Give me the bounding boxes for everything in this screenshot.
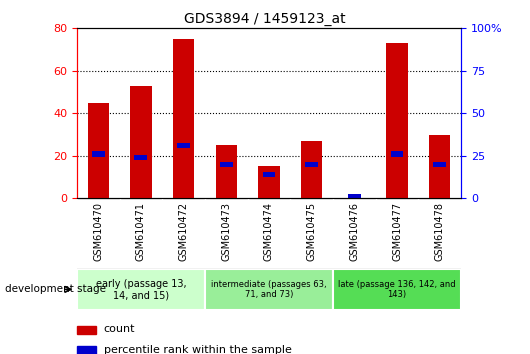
Bar [301, 141, 322, 198]
Bar [77, 326, 96, 334]
Bar [135, 155, 147, 160]
Bar [173, 39, 195, 198]
Bar [333, 269, 461, 310]
Text: GSM610474: GSM610474 [264, 202, 274, 261]
Text: count: count [104, 324, 135, 335]
Bar [305, 161, 318, 167]
Bar [216, 145, 237, 198]
Bar [386, 43, 408, 198]
Bar [434, 161, 446, 167]
Bar [429, 135, 450, 198]
Text: percentile rank within the sample: percentile rank within the sample [104, 345, 292, 354]
Text: GSM610471: GSM610471 [136, 202, 146, 261]
Bar [77, 269, 205, 310]
Text: GSM610475: GSM610475 [307, 202, 316, 261]
Bar [87, 103, 109, 198]
Text: GSM610473: GSM610473 [222, 202, 231, 261]
Bar [177, 143, 190, 148]
Bar [348, 194, 361, 199]
Text: late (passage 136, 142, and
143): late (passage 136, 142, and 143) [338, 280, 456, 299]
Bar [258, 166, 280, 198]
Text: development stage: development stage [5, 284, 107, 295]
Text: intermediate (passages 63,
71, and 73): intermediate (passages 63, 71, and 73) [211, 280, 327, 299]
Bar [262, 172, 276, 177]
Text: GSM610477: GSM610477 [392, 202, 402, 261]
Bar [130, 86, 152, 198]
Text: early (passage 13,
14, and 15): early (passage 13, 14, and 15) [95, 279, 186, 300]
Text: GSM610472: GSM610472 [179, 202, 189, 261]
Bar [205, 269, 333, 310]
Text: GSM610470: GSM610470 [93, 202, 103, 261]
Bar [391, 152, 403, 157]
Text: GSM610478: GSM610478 [435, 202, 445, 261]
Text: GDS3894 / 1459123_at: GDS3894 / 1459123_at [184, 12, 346, 27]
Bar [220, 161, 233, 167]
Bar [92, 152, 104, 157]
Bar [77, 347, 96, 354]
Text: GSM610476: GSM610476 [349, 202, 359, 261]
